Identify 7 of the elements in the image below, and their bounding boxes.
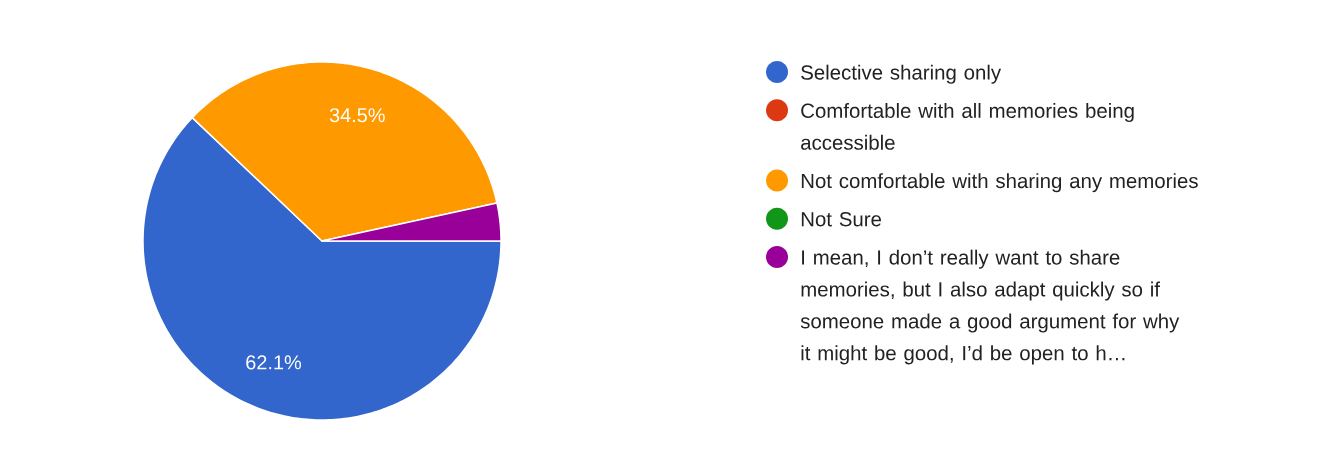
legend-label: Selective sharing only [801,64,1002,84]
legend-label: Not Sure [801,211,882,227]
data-label: 34.5% [329,108,385,123]
legend-label: Not comfortable with sharing any memories [801,173,1198,193]
data-label: 62.1% [246,355,302,370]
legend-label: Comfortable with all memories being accessible [801,102,1134,150]
legend-label: I mean, I don’t really want to share memories, but I also adapt quickly so if someone made a good argument for why it might be good, I’d be open to h… [800,249,1180,365]
